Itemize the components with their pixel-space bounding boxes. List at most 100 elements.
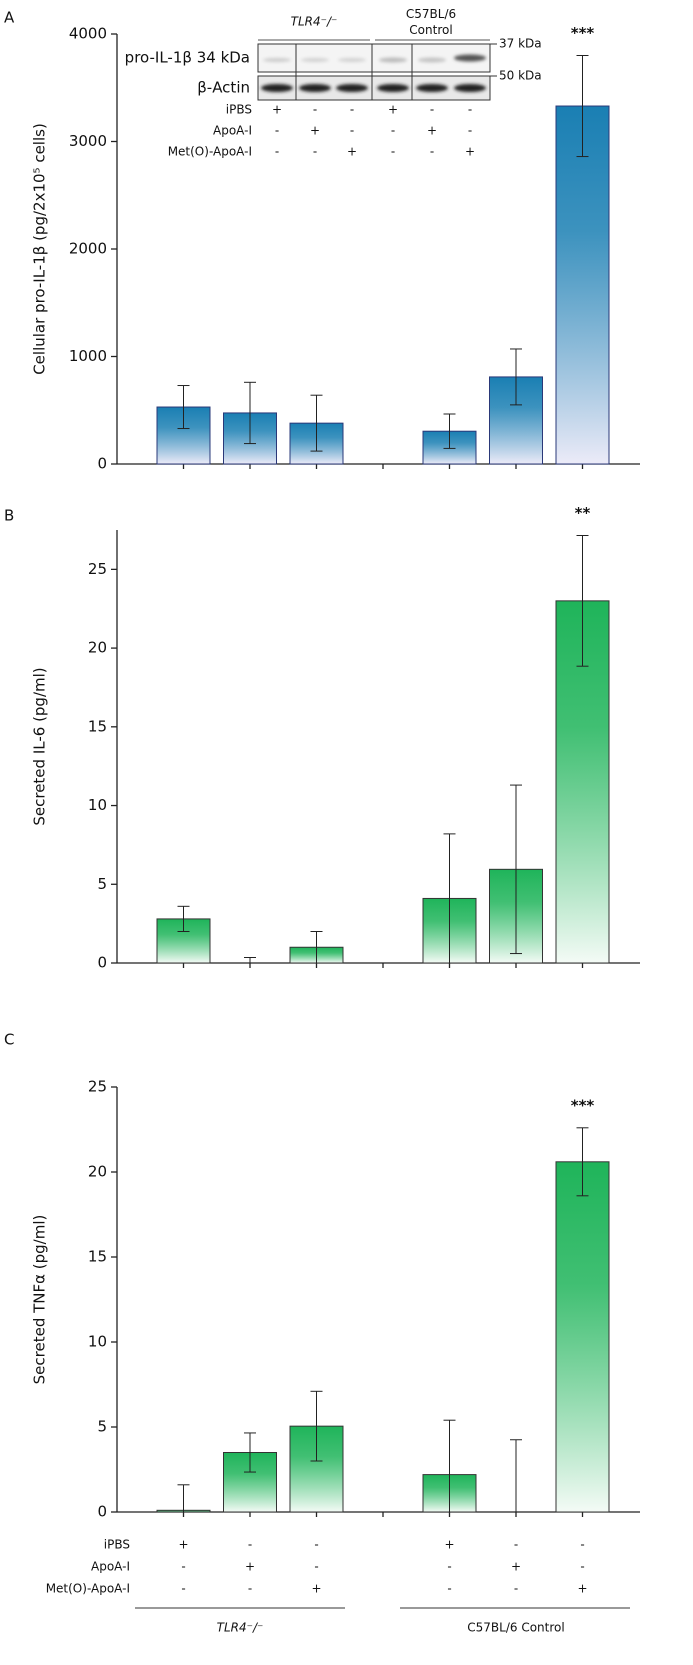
y-tick-label: 10 — [88, 796, 107, 814]
treatment-sign: + — [272, 103, 282, 117]
y-tick-label: 5 — [97, 1418, 107, 1436]
error-bar — [443, 833, 456, 963]
treatment-sign: + — [310, 124, 320, 138]
treatment-sign: - — [514, 1582, 518, 1596]
panel-letter: C — [4, 1031, 14, 1049]
error-bar — [576, 1127, 589, 1197]
treatment-name: iPBS — [104, 1538, 130, 1552]
error-bar — [310, 394, 323, 452]
treatment-sign: - — [313, 145, 317, 159]
bar — [555, 1161, 610, 1513]
group-label: C57BL/6 Control — [467, 1621, 564, 1635]
y-tick-label: 0 — [97, 1503, 107, 1521]
y-tick-label: 20 — [88, 639, 107, 657]
treatment-sign: - — [468, 124, 472, 138]
treatment-sign: - — [248, 1582, 252, 1596]
treatment-name: Met(O)-ApoA-I — [168, 145, 252, 159]
treatment-sign: - — [391, 124, 395, 138]
error-bar — [510, 348, 522, 406]
group-label: C57BL/6 Control — [406, 7, 456, 37]
treatment-sign: - — [314, 1560, 318, 1574]
treatment-sign: - — [430, 145, 434, 159]
significance-label: *** — [571, 24, 595, 42]
bar — [156, 918, 211, 964]
error-bar — [510, 1439, 522, 1512]
band-label: pro-IL-1β 34 kDa — [125, 49, 250, 67]
treatment-sign: + — [388, 103, 398, 117]
error-bar — [443, 1419, 456, 1512]
y-tick-label: 15 — [88, 717, 107, 735]
treatment-sign: - — [468, 103, 472, 117]
y-axis-label: Secreted TNFα (pg/ml) — [31, 1215, 49, 1385]
treatment-sign: - — [580, 1560, 584, 1574]
treatment-sign: - — [447, 1582, 451, 1596]
treatment-sign: + — [444, 1538, 454, 1552]
treatment-sign: - — [248, 1538, 252, 1552]
error-bar — [244, 956, 256, 963]
y-tick-label: 10 — [88, 1333, 107, 1351]
treatment-sign: - — [391, 145, 395, 159]
y-tick-label: 25 — [88, 560, 107, 578]
band-label: β-Actin — [197, 79, 250, 97]
error-bar — [576, 55, 589, 158]
y-tick-label: 3000 — [69, 132, 107, 150]
y-axis-label: Secreted IL-6 (pg/ml) — [31, 667, 49, 825]
treatment-sign: - — [181, 1582, 185, 1596]
treatment-sign: + — [178, 1538, 188, 1552]
y-axis-label: Cellular pro-IL-1β (pg/2x10⁵ cells) — [31, 123, 49, 375]
treatment-sign: - — [447, 1560, 451, 1574]
treatment-sign: + — [311, 1582, 321, 1596]
y-tick-label: 4000 — [69, 25, 107, 43]
y-tick-label: 2000 — [69, 240, 107, 258]
treatment-name: ApoA-I — [213, 124, 252, 138]
error-bar — [177, 385, 190, 430]
treatment-name: Met(O)-ApoA-I — [46, 1582, 130, 1596]
treatment-name: iPBS — [226, 103, 252, 117]
treatment-sign: - — [430, 103, 434, 117]
marker-label: 37 kDa — [499, 37, 542, 51]
group-label: TLR4⁻/⁻ — [291, 15, 338, 29]
y-tick-label: 15 — [88, 1248, 107, 1266]
error-bar — [310, 931, 323, 963]
panel-letter: B — [4, 507, 14, 525]
treatment-sign: - — [314, 1538, 318, 1552]
y-tick-label: 1000 — [69, 347, 107, 365]
y-tick-label: 25 — [88, 1078, 107, 1096]
treatment-sign: - — [275, 124, 279, 138]
treatment-sign: - — [313, 103, 317, 117]
y-tick-label: 0 — [97, 954, 107, 972]
significance-label: ** — [575, 504, 591, 522]
error-bar — [177, 905, 190, 933]
treatment-sign: + — [245, 1560, 255, 1574]
treatment-sign: + — [347, 145, 357, 159]
error-bar — [177, 1484, 190, 1512]
significance-label: *** — [571, 1096, 595, 1114]
blot-panel — [257, 43, 491, 73]
treatment-sign: - — [350, 124, 354, 138]
error-bar — [510, 784, 522, 955]
treatment-sign: - — [514, 1538, 518, 1552]
blot-inset: pro-IL-1β 34 kDa β-Actin 37 kDa 50 kDa T… — [125, 15, 542, 101]
treatment-name: ApoA-I — [91, 1560, 130, 1574]
group-label: TLR4⁻/⁻ — [217, 1621, 264, 1635]
bar — [555, 105, 610, 465]
error-bar — [443, 413, 456, 449]
blot-panel — [257, 75, 491, 101]
treatment-sign: + — [511, 1560, 521, 1574]
treatment-sign: - — [275, 145, 279, 159]
treatment-sign: + — [577, 1582, 587, 1596]
treatment-sign: + — [465, 145, 475, 159]
error-bar — [310, 1390, 323, 1462]
error-bar — [244, 1432, 256, 1473]
bands — [261, 54, 486, 92]
treatment-sign: - — [350, 103, 354, 117]
error-bar — [244, 381, 256, 445]
error-bar — [576, 535, 589, 667]
panel-letter: A — [4, 9, 15, 27]
y-tick-label: 20 — [88, 1163, 107, 1181]
treatment-sign: + — [427, 124, 437, 138]
y-tick-label: 5 — [97, 875, 107, 893]
treatment-sign: - — [181, 1560, 185, 1574]
treatment-sign: - — [580, 1538, 584, 1552]
